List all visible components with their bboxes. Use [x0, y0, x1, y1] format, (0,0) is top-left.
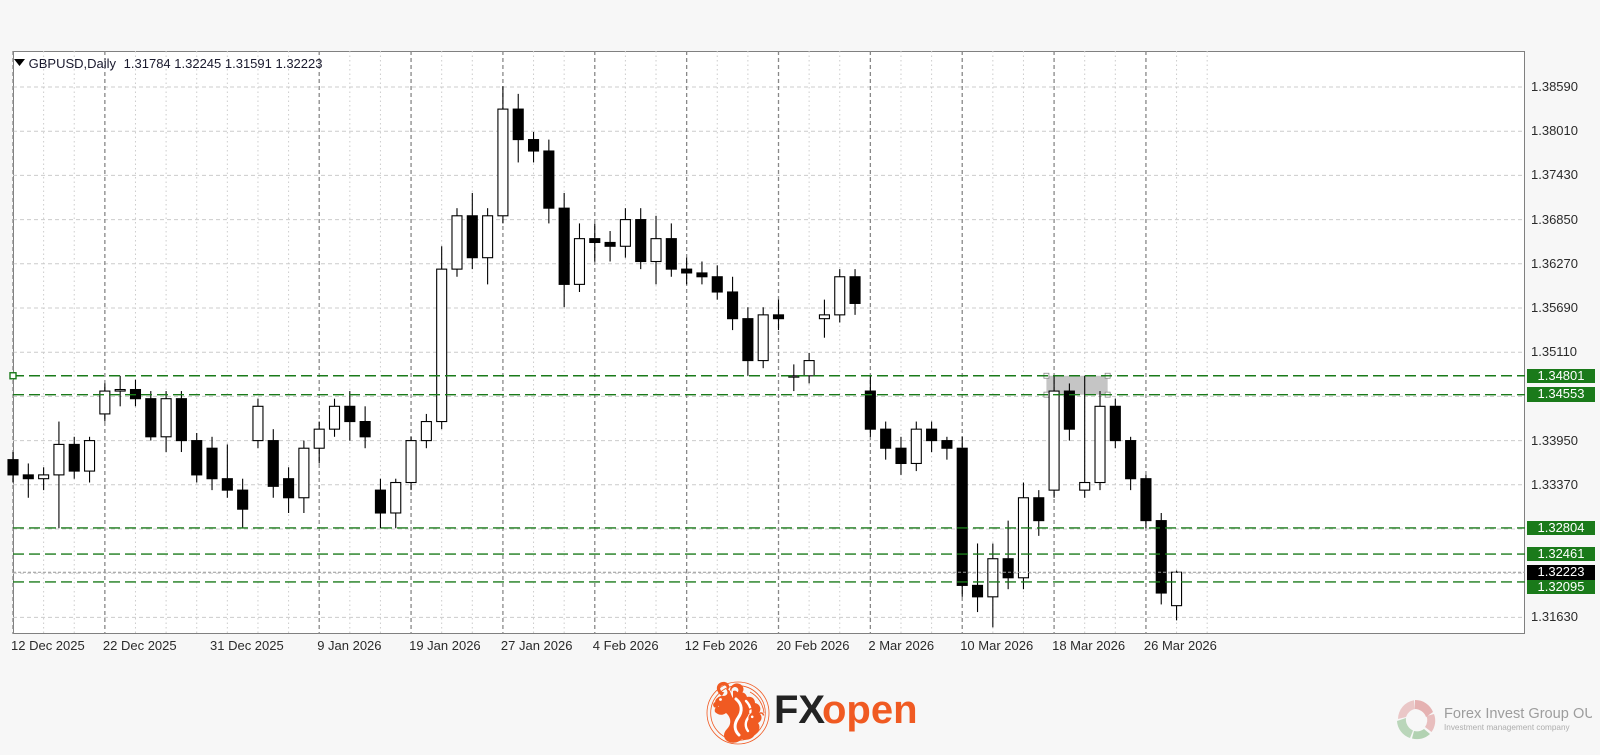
svg-text:FX: FX — [774, 688, 825, 732]
svg-text:open: open — [822, 688, 918, 732]
svg-text:Forex Invest Group OU: Forex Invest Group OU — [1444, 706, 1592, 722]
svg-text:Investment management company: Investment management company — [1444, 723, 1571, 732]
